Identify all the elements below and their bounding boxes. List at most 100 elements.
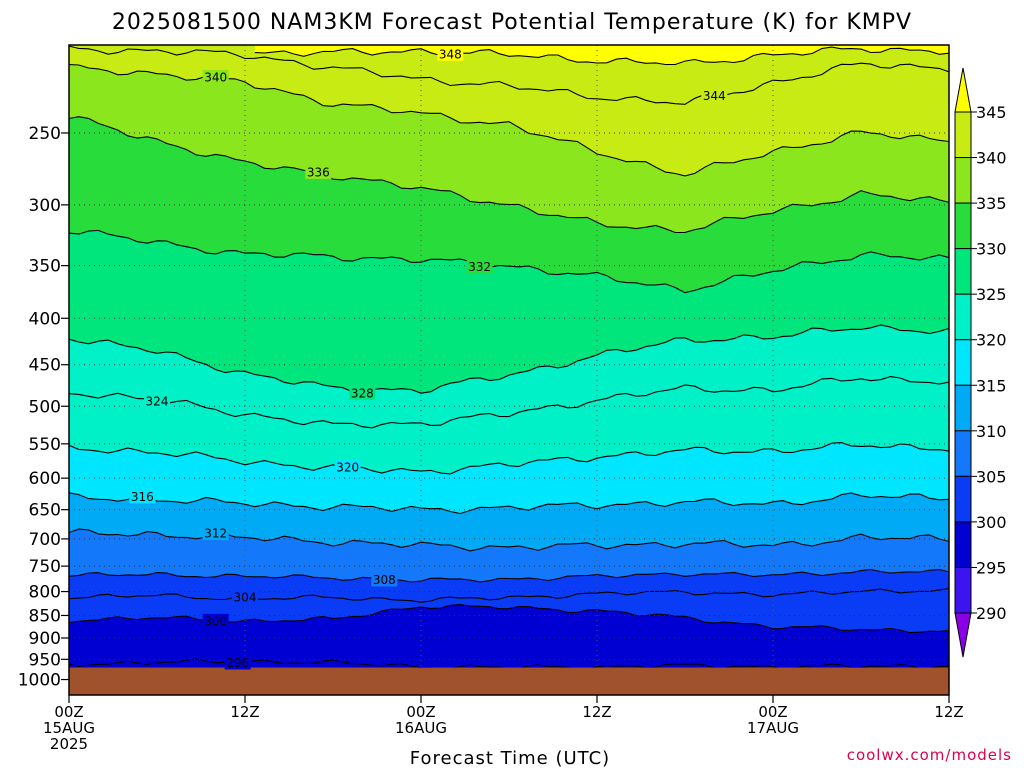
credit-text: coolwx.com/models (847, 746, 1012, 764)
plot-frame (68, 44, 950, 696)
y-tick-label-350: 350 (29, 257, 61, 277)
contour-label-312: 312 (204, 527, 227, 541)
colorbar-top-arrow (954, 67, 972, 113)
colorbar: 290 295 300 305 310 315 320 325 330 335 340 345 (954, 67, 1007, 658)
contour-label-bg-340 (202, 69, 229, 84)
contour-label-bg-336 (305, 164, 332, 179)
contour-label-bg-344 (701, 88, 728, 103)
contour-labels: 296 300 304 308 312 316 320 324 328 332 336 340 344 3… (129, 46, 728, 670)
contour-316 (69, 492, 949, 515)
x-axis-label: Forecast Time (UTC) (410, 748, 610, 768)
surface-ground (69, 667, 949, 695)
contour-label-bg-332 (466, 259, 493, 274)
grid-lines (69, 45, 949, 668)
y-tick-label-600: 600 (29, 469, 61, 489)
contour-label-bg-348 (437, 46, 464, 61)
contour-label-324: 324 (146, 394, 169, 408)
colorbar-band-320 (954, 293, 972, 341)
colorbar-label-320: 320 (976, 331, 1007, 350)
contour-label-328: 328 (351, 386, 374, 400)
contour-label-316: 316 (131, 490, 154, 504)
colorbar-bottom-arrow (954, 612, 972, 658)
y-tick-label-1000: 1000 (18, 671, 61, 691)
x-tick-label-2-0: 00Z (406, 703, 435, 721)
contour-label-304: 304 (234, 591, 257, 605)
contour-348 (254, 46, 949, 66)
contour-label-bg-316 (129, 489, 156, 504)
x-tick-label-0-0: 00Z (54, 703, 83, 721)
contour-label-bg-296 (224, 655, 251, 670)
contour-label-308: 308 (373, 573, 396, 587)
x-tick-label-5-0: 12Z (934, 703, 963, 721)
colorbar-label-300: 300 (976, 513, 1007, 532)
contour-label-320: 320 (336, 461, 359, 475)
colorbar-band-330 (954, 202, 972, 250)
pressure-axis: 250 300 350 400 450 500 550 600 650 700 750 800 850 9… (18, 124, 69, 691)
x-tick-label-1-0: 12Z (230, 703, 259, 721)
colorbar-band-290 (954, 566, 972, 614)
colorbar-label-305: 305 (976, 467, 1007, 486)
x-tick-label-0-1: 15AUG (43, 719, 95, 737)
colorbar-band-335 (954, 157, 972, 204)
colorbar-band-340 (954, 111, 972, 159)
colorbar-label-335: 335 (976, 194, 1007, 213)
y-tick-label-550: 550 (29, 435, 61, 455)
colorbar-label-345: 345 (976, 103, 1007, 122)
colorbar-band-315 (954, 339, 972, 386)
contour-332 (69, 229, 949, 294)
colorbar-band-300 (954, 475, 972, 523)
contour-320 (69, 442, 949, 475)
contour-label-bg-328 (349, 385, 376, 400)
theta-filled-bands (69, 45, 949, 695)
colorbar-label-340: 340 (976, 149, 1007, 168)
y-tick-label-950: 950 (29, 650, 61, 670)
contour-label-bg-304 (232, 590, 258, 605)
contour-label-296: 296 (226, 656, 249, 670)
y-tick-label-800: 800 (29, 583, 61, 603)
y-tick-label-250: 250 (29, 124, 61, 144)
contour-344 (69, 45, 949, 105)
x-tick-label-3-0: 12Z (582, 703, 611, 721)
contour-304 (69, 588, 949, 603)
y-tick-label-700: 700 (29, 530, 61, 550)
y-tick-label-500: 500 (29, 397, 61, 417)
contour-label-bg-308 (371, 572, 398, 587)
colorbar-band-310 (954, 384, 972, 432)
contour-328 (69, 324, 949, 394)
contour-label-340: 340 (204, 70, 227, 84)
contour-label-336: 336 (307, 165, 330, 179)
colorbar-label-295: 295 (976, 558, 1007, 577)
contour-324 (69, 376, 949, 429)
contour-308 (69, 568, 949, 583)
y-tick-label-850: 850 (29, 606, 61, 626)
contour-label-348: 348 (439, 47, 462, 61)
band-above-348 (254, 45, 949, 65)
x-tick-label-4-1: 17AUG (747, 719, 799, 737)
colorbar-label-315: 315 (976, 376, 1007, 395)
colorbar-band-305 (954, 430, 972, 477)
x-tick-label-4-0: 00Z (758, 703, 787, 721)
chart-title: 2025081500 NAM3KM Forecast Potential Tem… (112, 10, 912, 35)
y-tick-label-750: 750 (29, 557, 61, 577)
contour-label-300: 300 (204, 614, 227, 628)
y-tick-label-650: 650 (29, 501, 61, 521)
x-tick-label-0-2: 2025 (50, 735, 88, 753)
y-tick-label-300: 300 (29, 196, 61, 216)
y-tick-label-450: 450 (29, 356, 61, 376)
colorbar-label-310: 310 (976, 422, 1007, 441)
y-tick-label-400: 400 (29, 309, 61, 329)
colorbar-label-325: 325 (976, 285, 1007, 304)
y-tick-label-900: 900 (29, 629, 61, 649)
colorbar-band-295 (954, 521, 972, 568)
colorbar-label-290: 290 (976, 604, 1007, 623)
contour-label-bg-300 (202, 613, 229, 628)
contour-label-bg-320 (334, 460, 361, 475)
colorbar-label-330: 330 (976, 240, 1007, 259)
contour-label-332: 332 (468, 260, 491, 274)
contour-label-bg-324 (144, 393, 170, 408)
contour-label-344: 344 (703, 89, 726, 103)
contour-label-bg-312 (202, 526, 229, 541)
x-tick-label-2-1: 16AUG (395, 719, 447, 737)
